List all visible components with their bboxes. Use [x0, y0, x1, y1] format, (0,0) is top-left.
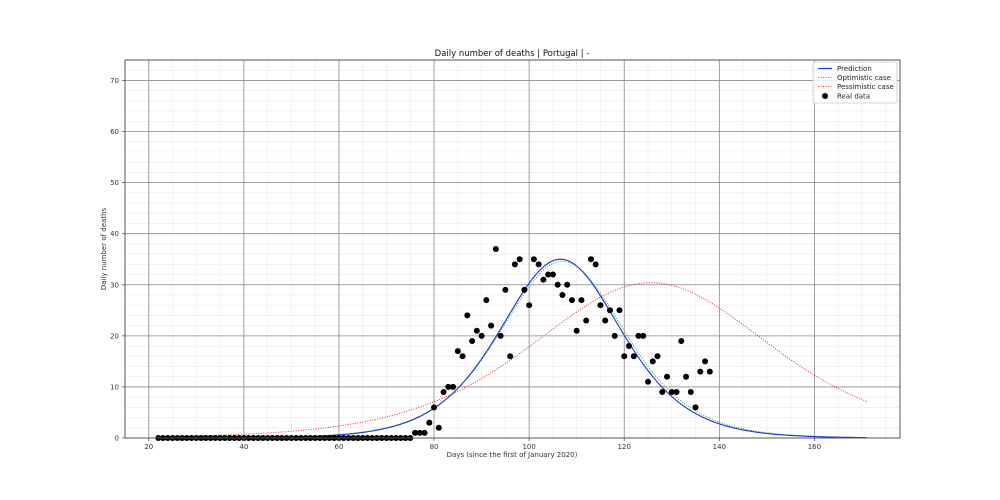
y-tick-label: 60: [110, 128, 119, 136]
x-tick-label: 80: [430, 443, 439, 451]
y-axis-ticks: 0 10 20 30 40 50 60 70: [110, 77, 125, 443]
chart-title: Daily number of deaths | Portugal | -: [435, 49, 590, 59]
real-data-point: [673, 389, 680, 396]
real-data-point: [473, 327, 480, 334]
real-data-point: [587, 256, 594, 263]
real-data-point: [649, 358, 656, 365]
real-data-point: [564, 281, 571, 288]
real-data-point: [540, 276, 547, 283]
real-data-point: [454, 348, 461, 355]
real-data-point: [450, 383, 457, 390]
real-data-point: [554, 281, 561, 288]
real-data-point: [478, 332, 485, 339]
real-data-point: [602, 317, 609, 324]
real-data-point: [668, 389, 675, 396]
legend-real-data-marker-icon: [822, 93, 828, 99]
real-data-point: [654, 353, 661, 360]
x-tick-label: 60: [334, 443, 343, 451]
y-tick-label: 10: [110, 383, 119, 391]
real-data-point: [549, 271, 556, 278]
real-data-point: [507, 353, 514, 360]
y-tick-label: 40: [110, 230, 119, 238]
legend-pessimistic-label: Pessimistic case: [837, 83, 894, 91]
real-data-point: [435, 424, 442, 431]
real-data-point: [483, 297, 490, 304]
y-tick-label: 20: [110, 332, 119, 340]
real-data-point: [692, 404, 699, 411]
real-data-point: [502, 286, 509, 293]
y-axis-label: Daily number of deaths: [100, 207, 108, 290]
real-data-point: [559, 291, 566, 298]
real-data-point: [621, 353, 628, 360]
real-data-point: [530, 256, 537, 263]
real-data-point: [416, 429, 423, 436]
real-data-point: [616, 307, 623, 314]
legend-optimistic-label: Optimistic case: [837, 74, 891, 82]
real-data-point: [697, 368, 704, 375]
real-data-point: [535, 261, 542, 268]
real-data-point: [469, 337, 476, 344]
real-data-point: [421, 429, 428, 436]
real-data-point: [459, 353, 466, 360]
x-axis-ticks: 20 40 60 80 100 120 140 160: [144, 438, 821, 451]
y-tick-label: 50: [110, 179, 119, 187]
real-data-point: [526, 302, 533, 309]
real-data-point: [488, 322, 495, 329]
real-data-point: [645, 378, 652, 385]
real-data-point: [592, 261, 599, 268]
real-data-point: [702, 358, 709, 365]
real-data-point: [597, 302, 604, 309]
x-tick-label: 40: [239, 443, 248, 451]
x-tick-label: 140: [713, 443, 726, 451]
real-data-point: [464, 312, 471, 319]
real-data-point: [492, 246, 499, 252]
real-data-point: [664, 373, 671, 380]
real-data-point: [678, 337, 685, 344]
real-data-point: [635, 332, 642, 339]
x-tick-label: 120: [618, 443, 631, 451]
real-data-point: [611, 332, 618, 339]
x-tick-label: 100: [522, 443, 535, 451]
real-data-point: [516, 256, 523, 263]
real-data-point: [426, 419, 433, 426]
real-data-point: [683, 373, 690, 380]
legend: Prediction Optimistic case Pessimistic c…: [812, 61, 898, 104]
legend-prediction-label: Prediction: [837, 65, 872, 73]
real-data-point: [640, 332, 647, 339]
real-data-point: [440, 389, 447, 396]
real-data-point: [445, 383, 452, 390]
real-data-point: [625, 343, 632, 350]
major-grid: [125, 60, 900, 439]
real-data-point: [521, 286, 528, 293]
legend-real-data-label: Real data: [837, 93, 870, 101]
y-tick-label: 70: [110, 77, 119, 85]
x-tick-label: 160: [808, 443, 821, 451]
real-data-point: [578, 297, 585, 304]
x-axis-label: Days (since the first of January 2020): [447, 451, 578, 459]
real-data-point: [431, 404, 438, 411]
real-data-point: [568, 297, 575, 304]
real-data-point: [412, 429, 419, 436]
real-data-point: [606, 307, 613, 314]
real-data-point: [583, 317, 590, 324]
real-data-point: [545, 271, 552, 278]
y-tick-label: 30: [110, 281, 119, 289]
real-data-point: [659, 389, 666, 396]
plot-background: [125, 60, 900, 438]
real-data-point: [497, 332, 504, 339]
real-data-point: [573, 327, 580, 334]
legend-box: [812, 61, 898, 104]
plot-frame: [124, 59, 901, 439]
real-data-point: [687, 389, 694, 396]
real-data-point: [630, 353, 637, 360]
pessimistic-case-curve: [158, 282, 867, 438]
x-tick-label: 20: [144, 443, 153, 451]
plot-area: [124, 59, 901, 441]
real-data-point: [706, 368, 713, 375]
y-tick-label: 0: [115, 435, 119, 443]
real-data-point: [511, 261, 518, 268]
